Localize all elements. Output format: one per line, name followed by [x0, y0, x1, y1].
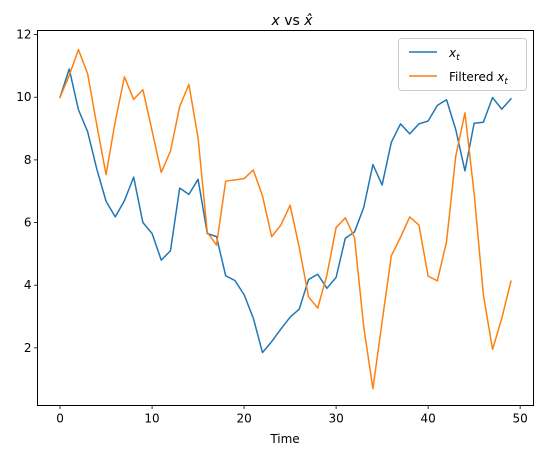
chart-title: x vs x̂: [270, 13, 313, 29]
x-tick-label: 20: [236, 412, 251, 426]
x-axis-label: Time: [269, 432, 299, 446]
ticks-layer: 0 10 20 30 40 50 2 4 6 8 10 12: [16, 28, 528, 426]
series-line-1: [59, 48, 512, 390]
x-tick-label: 50: [513, 412, 528, 426]
y-tick-label: 2: [24, 341, 32, 355]
y-tick-label: 4: [24, 278, 32, 292]
x-tick-label: 30: [328, 412, 343, 426]
y-tick-label: 12: [16, 28, 31, 42]
y-tick-label: 8: [24, 153, 32, 167]
series-layer: [59, 48, 513, 390]
y-tick-label: 10: [16, 90, 31, 104]
y-tick-label: 6: [24, 216, 32, 230]
x-tick-label: 10: [144, 412, 159, 426]
x-tick-label: 40: [420, 412, 435, 426]
legend-label-filtered: Filtered xt: [449, 70, 508, 87]
plot-frame: [37, 30, 534, 406]
x-tick-label: 0: [56, 412, 64, 426]
series-line-0: [59, 68, 513, 354]
legend: xt Filtered xt: [398, 38, 527, 91]
